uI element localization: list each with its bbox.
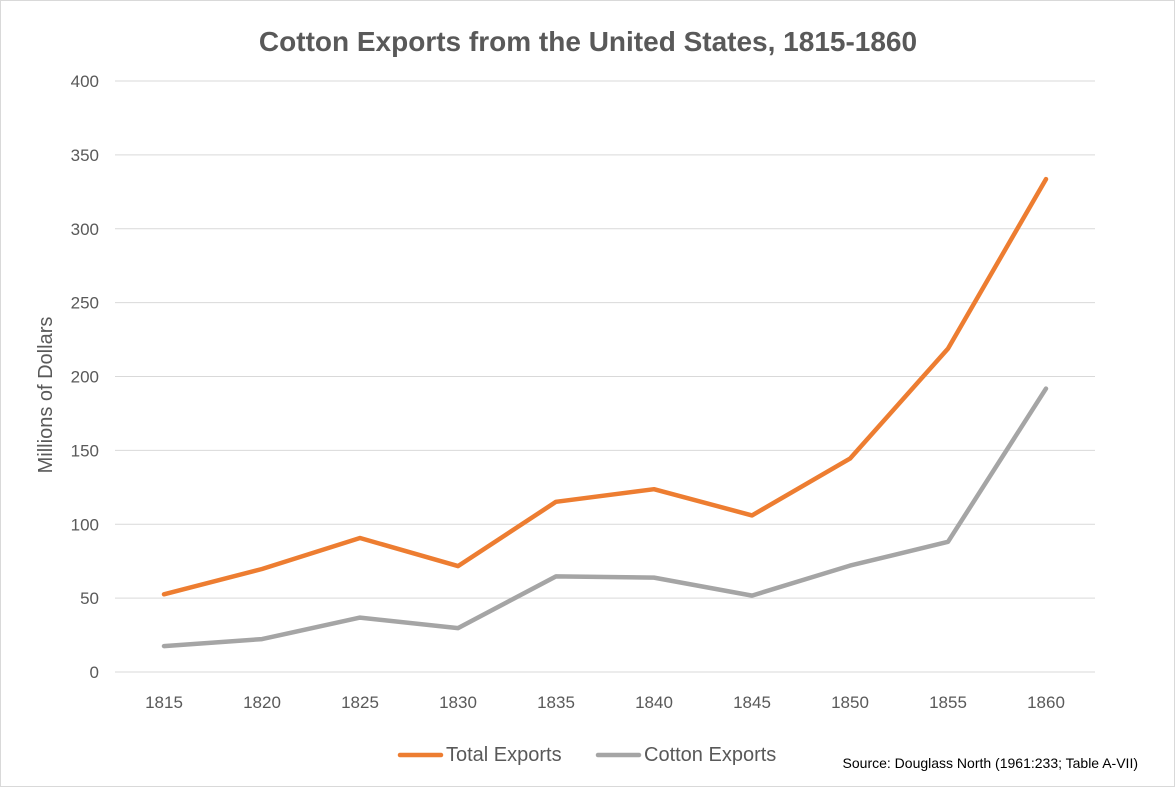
- source-note: Source: Douglass North (1961:233; Table …: [843, 755, 1138, 771]
- x-tick-label: 1840: [635, 693, 673, 712]
- x-tick-label: 1860: [1027, 693, 1065, 712]
- series-line-total-exports: [161, 176, 1049, 597]
- x-tick-label: 1820: [243, 693, 281, 712]
- series-lines: [161, 176, 1049, 649]
- y-axis-ticks: 0 50 100 150 200 250 300 350 400: [71, 72, 99, 682]
- legend: Total Exports Cotton Exports: [397, 744, 776, 766]
- y-tick-label: 300: [71, 220, 99, 239]
- x-tick-label: 1855: [929, 693, 967, 712]
- x-tick-label: 1845: [733, 693, 771, 712]
- series-line-cotton-exports: [161, 386, 1049, 649]
- x-tick-label: 1850: [831, 693, 869, 712]
- gridlines: [115, 80, 1095, 673]
- x-tick-label: 1815: [145, 693, 183, 712]
- x-tick-label: 1830: [439, 693, 477, 712]
- y-axis-label: Millions of Dollars: [35, 317, 57, 474]
- y-tick-label: 0: [90, 663, 99, 682]
- legend-label: Total Exports: [446, 744, 562, 766]
- legend-label: Cotton Exports: [644, 744, 776, 766]
- chart-title: Cotton Exports from the United States, 1…: [259, 26, 917, 57]
- y-tick-label: 400: [71, 72, 99, 91]
- x-axis-ticks: 1815 1820 1825 1830 1835 1840 1845 1850 1855 1860: [145, 693, 1065, 712]
- y-tick-label: 100: [71, 515, 99, 534]
- y-tick-label: 250: [71, 294, 99, 313]
- y-tick-label: 50: [80, 589, 99, 608]
- x-tick-label: 1825: [341, 693, 379, 712]
- y-tick-label: 350: [71, 146, 99, 165]
- y-tick-label: 200: [71, 368, 99, 387]
- x-tick-label: 1835: [537, 693, 575, 712]
- y-tick-label: 150: [71, 441, 99, 460]
